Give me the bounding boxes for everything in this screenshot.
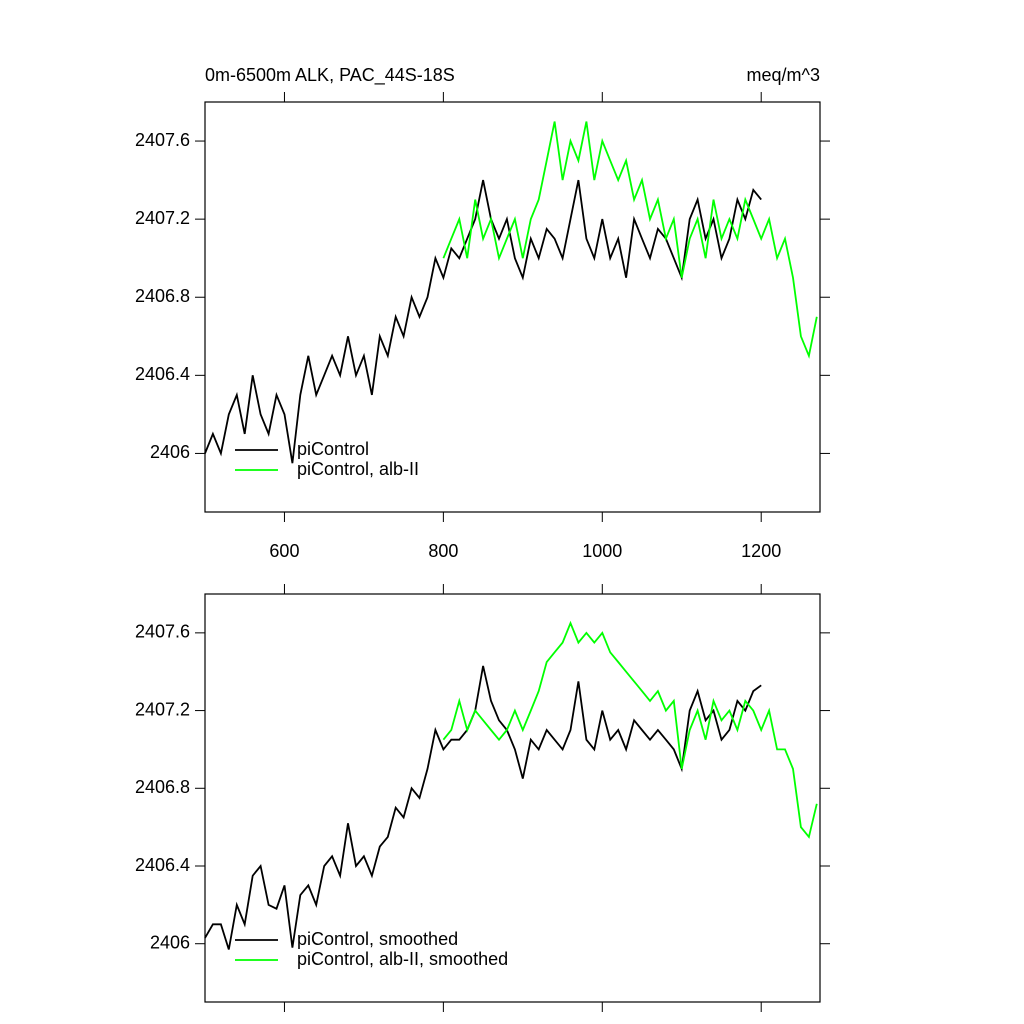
y-tick-label: 2406 bbox=[150, 442, 190, 462]
legend-label: piControl, smoothed bbox=[297, 929, 458, 949]
x-tick-label: 1200 bbox=[741, 541, 781, 561]
data-line bbox=[442, 620, 818, 839]
legend-label: piControl, alb-II bbox=[297, 459, 419, 479]
data-line bbox=[204, 179, 762, 464]
plot-frame bbox=[204, 101, 821, 513]
chart-title: 0m-6500m ALK, PAC_44S-18S bbox=[205, 65, 455, 86]
y-tick-label: 2407.6 bbox=[135, 622, 190, 642]
legend-label: piControl bbox=[297, 439, 369, 459]
x-tick-label: 600 bbox=[269, 541, 299, 561]
y-tick-label: 2407.6 bbox=[135, 130, 190, 150]
data-line bbox=[442, 121, 818, 359]
y-tick-label: 2407.2 bbox=[135, 208, 190, 228]
y-tick-label: 2406.4 bbox=[135, 364, 190, 384]
y-tick-label: 2406 bbox=[150, 932, 190, 952]
x-tick-label: 800 bbox=[428, 541, 458, 561]
y-tick-label: 2406.8 bbox=[135, 286, 190, 306]
unit-label: meq/m^3 bbox=[747, 65, 820, 85]
y-tick-label: 2407.2 bbox=[135, 699, 190, 719]
y-tick-label: 2406.4 bbox=[135, 855, 190, 875]
data-line bbox=[204, 665, 762, 950]
legend-label: piControl, alb-II, smoothed bbox=[297, 949, 508, 969]
plot-frame bbox=[204, 593, 821, 1003]
y-tick-label: 2406.8 bbox=[135, 777, 190, 797]
x-tick-label: 1000 bbox=[582, 541, 622, 561]
